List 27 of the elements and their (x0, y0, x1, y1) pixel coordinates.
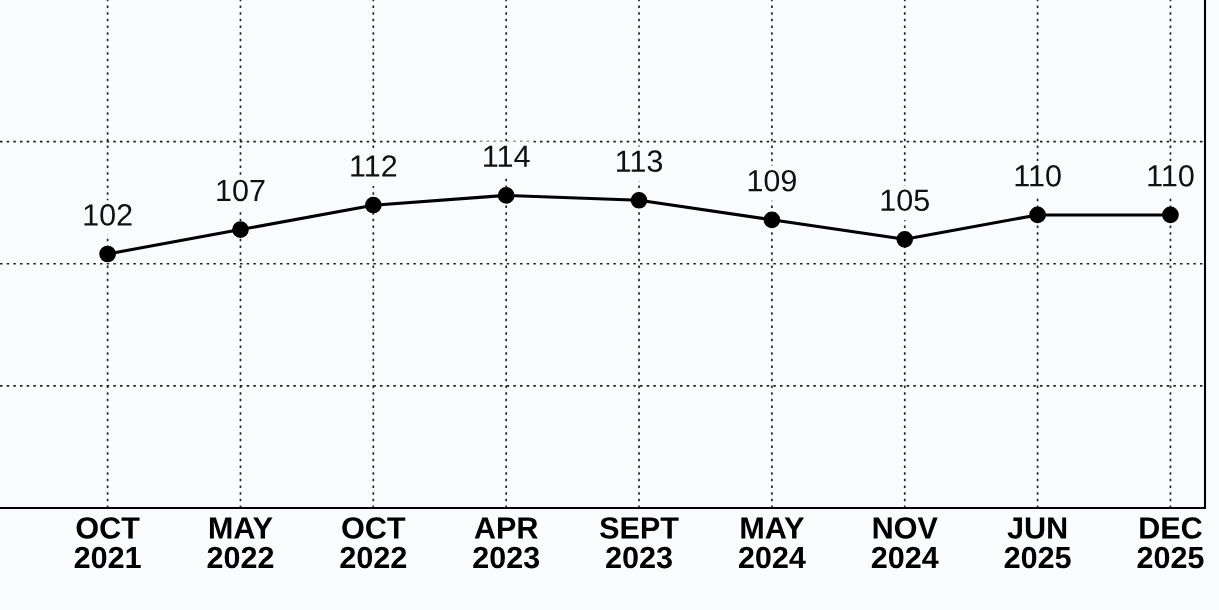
data-label: 114 (484, 145, 530, 167)
point (1029, 206, 1046, 224)
point (630, 191, 648, 209)
x-tick-label: MAY 2024 (738, 517, 806, 569)
x-tick-label: NOV 2024 (871, 517, 939, 569)
point (99, 245, 116, 263)
x-tick-label: JUN 2025 (1004, 517, 1071, 569)
x-tick-label: APR 2023 (473, 517, 540, 569)
x-tick-label: SEPT 2023 (600, 517, 679, 569)
data-label: 109 (748, 169, 796, 192)
x-tick-label: OCT 2022 (340, 517, 407, 569)
data-label: 110 (1015, 165, 1061, 187)
point (763, 211, 781, 229)
data-label: 102 (84, 204, 132, 226)
x-tick-label: OCT 2021 (74, 517, 141, 569)
data-label: 110 (1148, 165, 1194, 187)
point (497, 187, 515, 204)
data-label: 113 (617, 150, 663, 173)
data-label: 112 (351, 155, 397, 177)
x-tick-label: MAY 2022 (207, 517, 274, 569)
point (364, 196, 382, 214)
data-label: 105 (881, 189, 929, 212)
point (232, 221, 249, 238)
x-tick-label: DEC 2025 (1137, 517, 1204, 569)
point (896, 231, 914, 248)
point (1162, 206, 1179, 224)
data-label: 107 (217, 179, 265, 202)
